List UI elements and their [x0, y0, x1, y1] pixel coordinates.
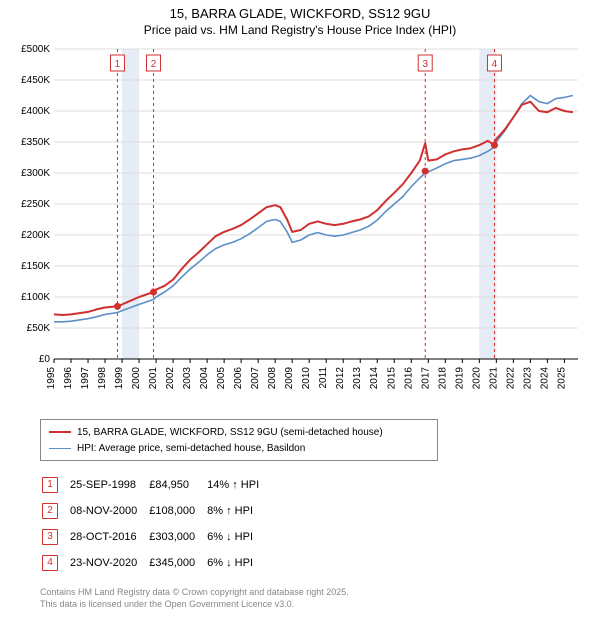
- event-price: £84,950: [149, 473, 205, 497]
- footer-line-1: Contains HM Land Registry data © Crown c…: [40, 587, 600, 599]
- event-row: 4 23-NOV-2020£345,0006% ↓ HPI: [42, 551, 269, 575]
- event-date: 25-SEP-1998: [70, 473, 147, 497]
- svg-text:£150K: £150K: [21, 261, 50, 272]
- event-price: £345,000: [149, 551, 205, 575]
- svg-text:2010: 2010: [301, 367, 312, 390]
- chart-svg: 1 2 3 4 £0 £50K £100K £150K £200K £250K £300K £350K…: [10, 43, 590, 413]
- svg-text:1997: 1997: [80, 367, 91, 390]
- footer-line-2: This data is licensed under the Open Gov…: [40, 599, 600, 611]
- event-marker-cell: 2: [42, 499, 68, 523]
- svg-text:2020: 2020: [471, 367, 482, 390]
- event-marker-cell: 1: [42, 473, 68, 497]
- svg-text:2007: 2007: [250, 367, 261, 390]
- svg-text:2000: 2000: [131, 367, 142, 390]
- legend-row: HPI: Average price, semi-detached house,…: [49, 440, 429, 456]
- legend-swatch: [49, 431, 71, 433]
- svg-text:£300K: £300K: [21, 168, 50, 179]
- title-line-1: 15, BARRA GLADE, WICKFORD, SS12 9GU: [0, 6, 600, 21]
- svg-text:£400K: £400K: [21, 106, 50, 117]
- event-marker: 1: [42, 477, 58, 493]
- svg-text:£100K: £100K: [21, 292, 50, 303]
- svg-text:£450K: £450K: [21, 75, 50, 86]
- svg-text:2016: 2016: [403, 367, 414, 390]
- event-delta: 8% ↑ HPI: [207, 499, 269, 523]
- svg-text:2014: 2014: [369, 367, 380, 390]
- svg-text:£0: £0: [39, 354, 51, 365]
- svg-text:2024: 2024: [539, 367, 550, 390]
- svg-text:2022: 2022: [505, 367, 516, 390]
- event-marker: 2: [42, 503, 58, 519]
- title-block: 15, BARRA GLADE, WICKFORD, SS12 9GU Pric…: [0, 0, 600, 37]
- svg-text:2011: 2011: [318, 367, 329, 389]
- svg-text:3: 3: [422, 59, 428, 70]
- event-row: 1 25-SEP-1998£84,95014% ↑ HPI: [42, 473, 269, 497]
- svg-text:2012: 2012: [335, 367, 346, 390]
- event-marker: 3: [42, 529, 58, 545]
- svg-text:2: 2: [151, 59, 157, 70]
- event-delta: 6% ↓ HPI: [207, 551, 269, 575]
- svg-text:2001: 2001: [148, 367, 159, 390]
- event-delta: 6% ↓ HPI: [207, 525, 269, 549]
- footer: Contains HM Land Registry data © Crown c…: [40, 587, 600, 618]
- svg-text:2025: 2025: [556, 367, 567, 390]
- event-marker-cell: 4: [42, 551, 68, 575]
- svg-text:2002: 2002: [165, 367, 176, 390]
- svg-text:2003: 2003: [182, 367, 193, 390]
- chart: 1 2 3 4 £0 £50K £100K £150K £200K £250K £300K £350K…: [10, 43, 590, 413]
- legend: 15, BARRA GLADE, WICKFORD, SS12 9GU (sem…: [40, 419, 438, 461]
- svg-text:4: 4: [492, 59, 498, 70]
- svg-text:£500K: £500K: [21, 44, 50, 55]
- event-delta: 14% ↑ HPI: [207, 473, 269, 497]
- svg-text:1995: 1995: [46, 367, 57, 390]
- svg-text:2008: 2008: [267, 367, 278, 390]
- legend-row: 15, BARRA GLADE, WICKFORD, SS12 9GU (sem…: [49, 424, 429, 440]
- svg-text:2017: 2017: [420, 367, 431, 390]
- svg-text:2005: 2005: [216, 367, 227, 390]
- svg-text:1996: 1996: [63, 367, 74, 390]
- event-date: 23-NOV-2020: [70, 551, 147, 575]
- event-marker: 4: [42, 555, 58, 571]
- events-table: 1 25-SEP-1998£84,95014% ↑ HPI 2 08-NOV-2000…: [40, 471, 271, 577]
- svg-text:2015: 2015: [386, 367, 397, 390]
- svg-text:2023: 2023: [522, 367, 533, 390]
- svg-text:2004: 2004: [199, 367, 210, 390]
- event-price: £303,000: [149, 525, 205, 549]
- event-row: 3 28-OCT-2016£303,0006% ↓ HPI: [42, 525, 269, 549]
- svg-text:2006: 2006: [233, 367, 244, 390]
- legend-swatch: [49, 448, 71, 449]
- legend-label: HPI: Average price, semi-detached house,…: [77, 443, 305, 454]
- event-marker-cell: 3: [42, 525, 68, 549]
- svg-text:£350K: £350K: [21, 137, 50, 148]
- svg-text:£250K: £250K: [21, 199, 50, 210]
- legend-label: 15, BARRA GLADE, WICKFORD, SS12 9GU (sem…: [77, 427, 383, 438]
- event-price: £108,000: [149, 499, 205, 523]
- svg-text:£200K: £200K: [21, 230, 50, 241]
- svg-text:1: 1: [115, 59, 121, 70]
- svg-text:2009: 2009: [284, 367, 295, 390]
- svg-text:2021: 2021: [488, 367, 499, 390]
- svg-text:2013: 2013: [352, 367, 363, 390]
- svg-text:2018: 2018: [437, 367, 448, 390]
- chart-container: 15, BARRA GLADE, WICKFORD, SS12 9GU Pric…: [0, 0, 600, 618]
- title-line-2: Price paid vs. HM Land Registry's House …: [0, 23, 600, 37]
- svg-text:1998: 1998: [97, 367, 108, 390]
- event-date: 28-OCT-2016: [70, 525, 147, 549]
- svg-text:£50K: £50K: [27, 323, 51, 334]
- event-row: 2 08-NOV-2000£108,0008% ↑ HPI: [42, 499, 269, 523]
- svg-text:1999: 1999: [114, 367, 125, 390]
- svg-text:2019: 2019: [454, 367, 465, 390]
- event-date: 08-NOV-2000: [70, 499, 147, 523]
